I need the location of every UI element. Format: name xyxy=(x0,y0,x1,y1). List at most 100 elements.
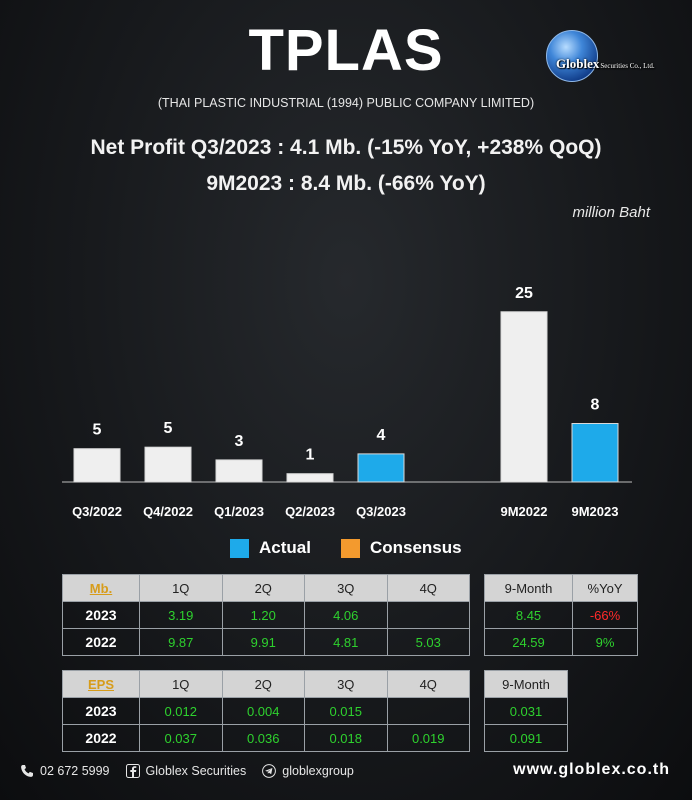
eps-table: EPS 1Q 2Q 3Q 4Q 2023 0.012 0.004 0.015 2… xyxy=(62,670,470,752)
x-tick-label: Q2/2023 xyxy=(285,504,335,519)
legend-swatch-actual xyxy=(230,538,249,558)
data-label: 5 xyxy=(93,422,102,439)
row-year: 2023 xyxy=(62,697,140,725)
table-row: 0.031 xyxy=(484,697,568,725)
col-header-9month: 9-Month xyxy=(484,670,568,698)
cell-value: 9.87 xyxy=(139,628,223,656)
x-tick-label: 9M2022 xyxy=(501,504,548,519)
data-label: 5 xyxy=(164,420,173,437)
col-header-4q: 4Q xyxy=(386,670,470,698)
col-header-1q: 1Q xyxy=(139,670,223,698)
col-header-3q: 3Q xyxy=(304,670,388,698)
table-header-row: EPS 1Q 2Q 3Q 4Q xyxy=(62,670,470,698)
col-header-4q: 4Q xyxy=(386,574,470,602)
table-header-row: Mb. 1Q 2Q 3Q 4Q xyxy=(62,574,470,602)
eps-nine-month-table: 9-Month 0.031 0.091 xyxy=(484,670,568,752)
bar-q3-2022 xyxy=(73,448,121,483)
bar-chart: 5 Q3/2022 5 Q4/2022 3 Q1/2023 1 Q2/2023 4 Q3/2023… xyxy=(62,285,632,519)
col-header-2q: 2Q xyxy=(221,670,305,698)
cell-value: 5.03 xyxy=(386,628,470,656)
unit-label: million Baht xyxy=(572,204,650,221)
page-title: TPLAS xyxy=(248,18,444,83)
phone-number: 02 672 5999 xyxy=(40,764,110,778)
cell-value: 0.015 xyxy=(304,697,388,725)
cell-value: 0.091 xyxy=(484,724,568,752)
cell-value: 0.012 xyxy=(139,697,223,725)
logo-subtext: Securities Co., Ltd. xyxy=(600,62,655,70)
cell-value: 8.45 xyxy=(483,601,574,629)
legend-item-actual: Actual xyxy=(230,538,311,558)
bar-9m2023 xyxy=(571,423,619,483)
logo-text: GloblexSecurities Co., Ltd. xyxy=(556,56,655,72)
table-key-eps: EPS xyxy=(62,670,140,698)
cell-yoy: 9% xyxy=(572,628,638,656)
footer-phone[interactable]: 02 672 5999 xyxy=(20,764,110,778)
data-label: 3 xyxy=(235,433,244,450)
x-tick-label: Q1/2023 xyxy=(214,504,264,519)
cell-value: 1.20 xyxy=(221,601,305,629)
cell-value: 24.59 xyxy=(483,628,574,656)
net-profit-table: Mb. 1Q 2Q 3Q 4Q 2023 3.19 1.20 4.06 2022… xyxy=(62,574,470,656)
globlex-logo xyxy=(546,30,598,82)
logo-name: Globlex xyxy=(556,56,600,71)
data-label: 8 xyxy=(591,397,600,414)
data-label: 4 xyxy=(377,427,386,444)
table-row: 8.45 -66% xyxy=(483,601,638,629)
facebook-name: Globlex Securities xyxy=(145,764,247,778)
table-key-mb: Mb. xyxy=(62,574,140,602)
cell-value xyxy=(386,601,470,629)
x-tick-label: Q4/2022 xyxy=(143,504,193,519)
table-row: 2022 9.87 9.91 4.81 5.03 xyxy=(62,628,470,656)
company-name: (THAI PLASTIC INDUSTRIAL (1994) PUBLIC C… xyxy=(157,96,535,110)
bar-q4-2022 xyxy=(144,446,192,483)
table-row: 2023 0.012 0.004 0.015 xyxy=(62,697,470,725)
cell-value xyxy=(386,697,470,725)
col-header-9month: 9-Month xyxy=(483,574,574,602)
cell-value: 0.019 xyxy=(386,724,470,752)
cell-yoy: -66% xyxy=(572,601,638,629)
row-year: 2022 xyxy=(62,628,140,656)
headline-net-profit: Net Profit Q3/2023 : 4.1 Mb. (-15% YoY, … xyxy=(90,136,602,159)
cell-value: 0.036 xyxy=(221,724,305,752)
data-label: 25 xyxy=(515,285,533,302)
legend-item-consensus: Consensus xyxy=(340,538,462,558)
bar-q3-2023 xyxy=(357,453,405,483)
footer-contacts: 02 672 5999 Globlex Securities globlexgr… xyxy=(20,764,370,778)
data-label: 1 xyxy=(306,447,315,464)
x-tick-label: 9M2023 xyxy=(572,504,619,519)
headline-9m: 9M2023 : 8.4 Mb. (-66% YoY) xyxy=(206,172,486,195)
cell-value: 9.91 xyxy=(221,628,305,656)
table-row: 0.091 xyxy=(484,724,568,752)
col-header-1q: 1Q xyxy=(139,574,223,602)
cell-value: 0.037 xyxy=(139,724,223,752)
table-row: 2023 3.19 1.20 4.06 xyxy=(62,601,470,629)
facebook-icon xyxy=(125,764,140,778)
cell-value: 3.19 xyxy=(139,601,223,629)
footer-telegram[interactable]: globlexgroup xyxy=(262,764,354,778)
cell-value: 4.06 xyxy=(304,601,388,629)
col-header-2q: 2Q xyxy=(221,574,305,602)
telegram-icon xyxy=(262,764,277,778)
table-header-row: 9-Month %YoY xyxy=(483,574,638,602)
legend-label-actual: Actual xyxy=(259,538,311,557)
nine-month-table: 9-Month %YoY 8.45 -66% 24.59 9% xyxy=(483,574,638,656)
x-tick-label: Q3/2023 xyxy=(356,504,406,519)
footer-facebook[interactable]: Globlex Securities xyxy=(125,764,247,778)
website-link[interactable]: www.globlex.co.th xyxy=(513,761,670,778)
chart-legend: Actual Consensus xyxy=(230,538,492,558)
bar-q2-2023 xyxy=(286,473,334,483)
telegram-name: globlexgroup xyxy=(282,764,354,778)
cell-value: 0.018 xyxy=(304,724,388,752)
cell-value: 0.004 xyxy=(221,697,305,725)
col-header-3q: 3Q xyxy=(304,574,388,602)
cell-value: 0.031 xyxy=(484,697,568,725)
cell-value: 4.81 xyxy=(304,628,388,656)
table-row: 24.59 9% xyxy=(483,628,638,656)
row-year: 2023 xyxy=(62,601,140,629)
bar-9m2022 xyxy=(500,311,548,483)
row-year: 2022 xyxy=(62,724,140,752)
table-row: 2022 0.037 0.036 0.018 0.019 xyxy=(62,724,470,752)
phone-icon xyxy=(21,765,33,777)
legend-swatch-consensus xyxy=(340,538,360,558)
x-tick-label: Q3/2022 xyxy=(72,504,122,519)
